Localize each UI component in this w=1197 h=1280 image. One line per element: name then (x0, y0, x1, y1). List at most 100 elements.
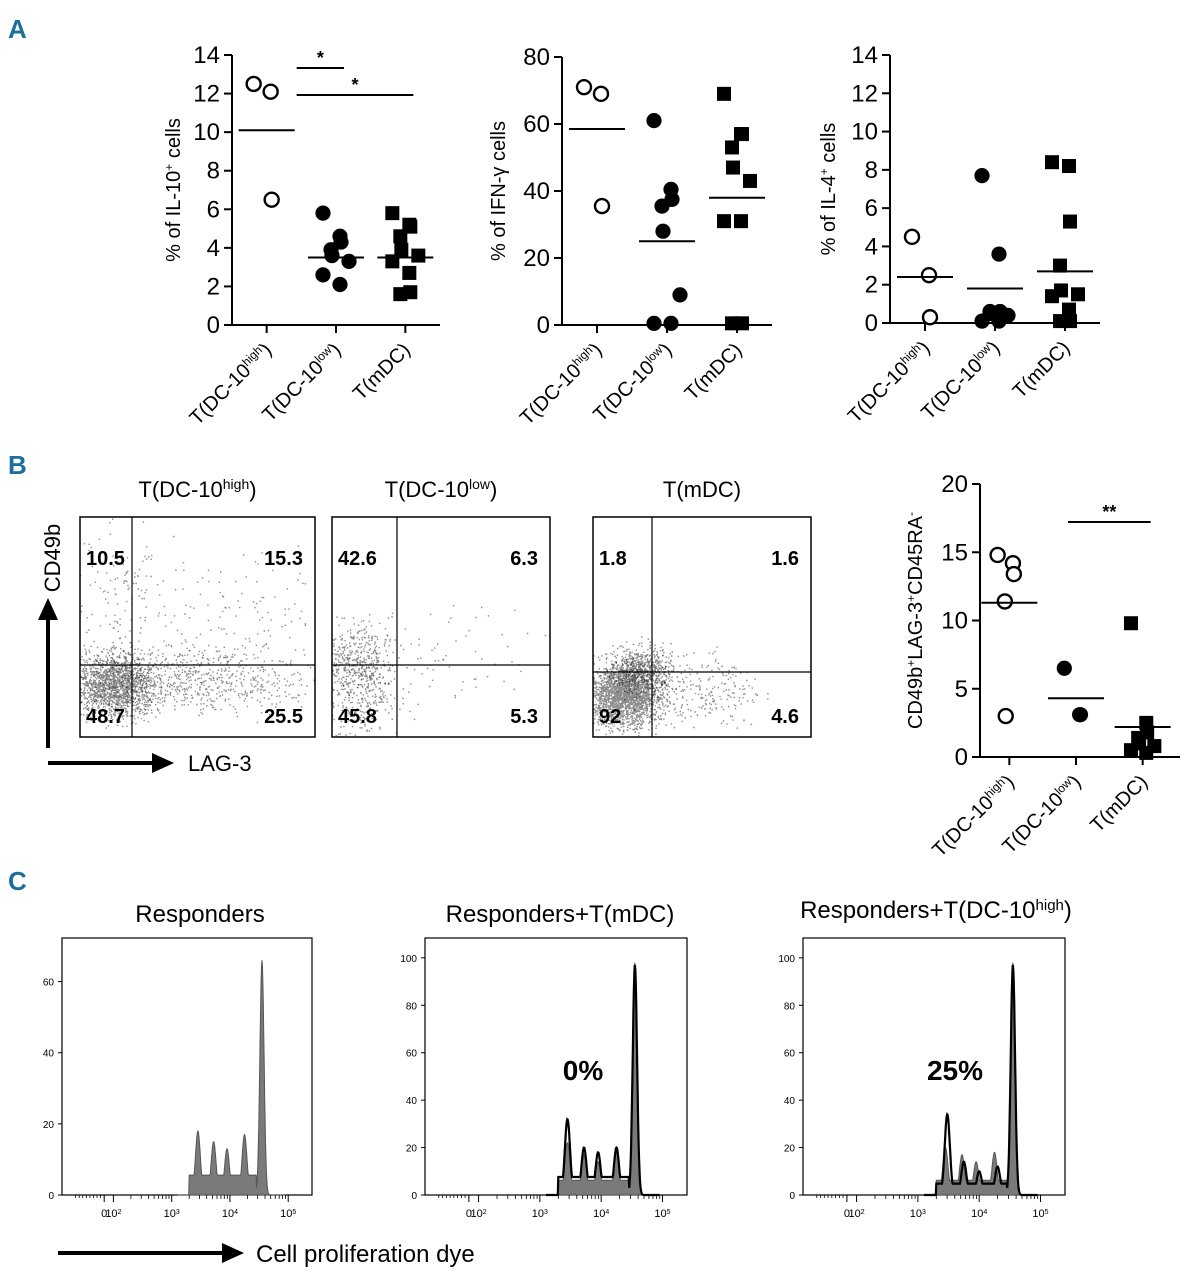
histogram-x-tick-label: 0 (466, 1208, 472, 1220)
data-point (315, 267, 331, 283)
data-point (646, 315, 662, 331)
histogram-x-tick-label: 103 (532, 1208, 548, 1220)
y-tick-label: 10 (851, 119, 878, 146)
dotplot-title-part-1: high (223, 476, 249, 492)
dotplot-event-cloud (80, 633, 315, 724)
histogram-y-tick-label: 40 (406, 1096, 418, 1107)
histogram-y-tick-label: 60 (406, 1049, 418, 1060)
histogram-x-tick-label-part-1: 4 (605, 1209, 609, 1216)
data-point (593, 197, 611, 215)
y-axis-label: CD49b+LAG-3+CD45RA- (904, 512, 927, 729)
histogram-y-tick-label: 100 (778, 954, 795, 965)
histogram-frame (424, 937, 688, 1196)
histogram-x-tick-label-part-0: 10 (910, 1208, 922, 1220)
dotplot-title-part-2: ) (249, 477, 256, 502)
y-tick-label: 80 (523, 44, 550, 71)
dotplot-title: T(DC-10high) (138, 476, 256, 502)
data-point (332, 276, 348, 293)
x-tick-label-part-0: T(DC-10 (844, 358, 914, 428)
histogram-minor-ticks (75, 1195, 286, 1199)
y-axis-label-part-2: cells (163, 118, 185, 164)
histogram-x-tick-label-part-1: 4 (983, 1209, 987, 1216)
x-tick-label-part-0: T(mDC) (681, 339, 747, 405)
y-tick-label: 14 (193, 42, 220, 69)
histogram-x-tick-label-part-1: 3 (544, 1209, 548, 1216)
data-point (393, 287, 408, 302)
histogram-x-tick-label-part-0: 10 (971, 1208, 983, 1220)
x-tick-label: T(mDC) (1009, 337, 1075, 403)
data-point (341, 253, 357, 269)
y-tick-label: 4 (207, 235, 220, 262)
x-tick-label-part-0: T(DC-10 (258, 356, 328, 426)
y-tick-label: 10 (941, 608, 968, 635)
dotplot-event-cloud (80, 642, 169, 729)
y-axis-label-part-4: CD45RA (905, 515, 927, 595)
x-tick-label: T(DC-10high) (843, 336, 934, 427)
y-axis-label-part-1: + (162, 164, 176, 171)
y-tick-label: 6 (207, 196, 220, 223)
histogram-x-tick-label-part-0: 10 (164, 1208, 176, 1220)
histogram-x-tick-label: 0 (844, 1208, 850, 1220)
histogram-x-tick-label-part-1: 4 (234, 1209, 238, 1216)
data-point (646, 113, 662, 129)
dotplot-frame (592, 516, 812, 738)
dotplot-title: T(mDC) (663, 477, 741, 502)
y-tick-label: 14 (851, 42, 878, 69)
histogram-x-tick-label-part-0: 10 (280, 1208, 292, 1220)
y-axis-label: % of IFN-γ cells (488, 121, 510, 261)
quadrant-value-upper-left: 42.6 (338, 548, 377, 570)
y-axis-arrow-head (38, 598, 58, 620)
panel-label-c: C (8, 866, 27, 896)
data-point (991, 246, 1007, 262)
data-point (385, 254, 400, 269)
histogram-minor-ticks (438, 1195, 661, 1199)
dotplot-frame (79, 516, 316, 738)
dotplot-event-cloud (123, 535, 307, 689)
data-point (402, 265, 417, 280)
quadrant-value-lower-left: 45.8 (338, 706, 377, 728)
dotplot-title-part-0: T(DC-10 (385, 477, 469, 502)
y-tick-label: 15 (941, 539, 968, 566)
y-tick-label: 8 (207, 158, 220, 185)
y-tick-label: 4 (865, 233, 878, 260)
y-axis-label-part-1: + (904, 660, 918, 667)
histogram-x-tick-label-part-0: 10 (593, 1208, 605, 1220)
data-point (743, 173, 757, 188)
y-tick-label: 0 (955, 744, 968, 771)
data-point (1063, 214, 1077, 229)
data-point (920, 266, 938, 284)
y-tick-label: 5 (955, 676, 968, 703)
x-tick-label-part-0: T(mDC) (1009, 337, 1075, 403)
x-tick-label: T(mDC) (1086, 771, 1152, 837)
x-tick-label-part-0: T(DC-10 (998, 788, 1068, 858)
y-axis-label-part-0: % of IL-4 (818, 175, 840, 255)
histogram-x-tick-label-part-1: 5 (292, 1209, 296, 1216)
x-tick-label-part-0: T(DC-10 (516, 360, 586, 430)
data-point (1062, 302, 1076, 317)
data-point (1053, 258, 1067, 273)
data-point (726, 160, 740, 175)
histogram-x-tick-label: 105 (654, 1208, 670, 1220)
suppression-percent: 25% (927, 1055, 983, 1086)
data-point (997, 707, 1014, 725)
y-tick-label: 20 (941, 471, 968, 498)
significance-label: * (351, 75, 358, 95)
data-point (1123, 616, 1138, 631)
data-point (725, 140, 739, 155)
data-point (725, 316, 739, 331)
dotplot-title-part-2: ) (490, 477, 497, 502)
x-tick-label: T(DC-10high) (515, 338, 606, 429)
data-point (734, 214, 748, 229)
histogram-x-tick-label-part-0: 0 (844, 1208, 850, 1220)
dotplot-frame (331, 516, 551, 738)
histogram-x-tick-label-part-0: 10 (654, 1208, 666, 1220)
data-point (655, 223, 671, 239)
histogram-x-tick-label: 102 (848, 1208, 864, 1220)
x-tick-label-part-0: T(DC-10 (589, 356, 659, 426)
histogram-title-part-2: ) (1064, 897, 1072, 924)
histogram-title: Responders+T(mDC) (446, 901, 675, 928)
x-axis-label: LAG-3 (188, 751, 252, 776)
histogram-overlay-line (924, 964, 1038, 1197)
